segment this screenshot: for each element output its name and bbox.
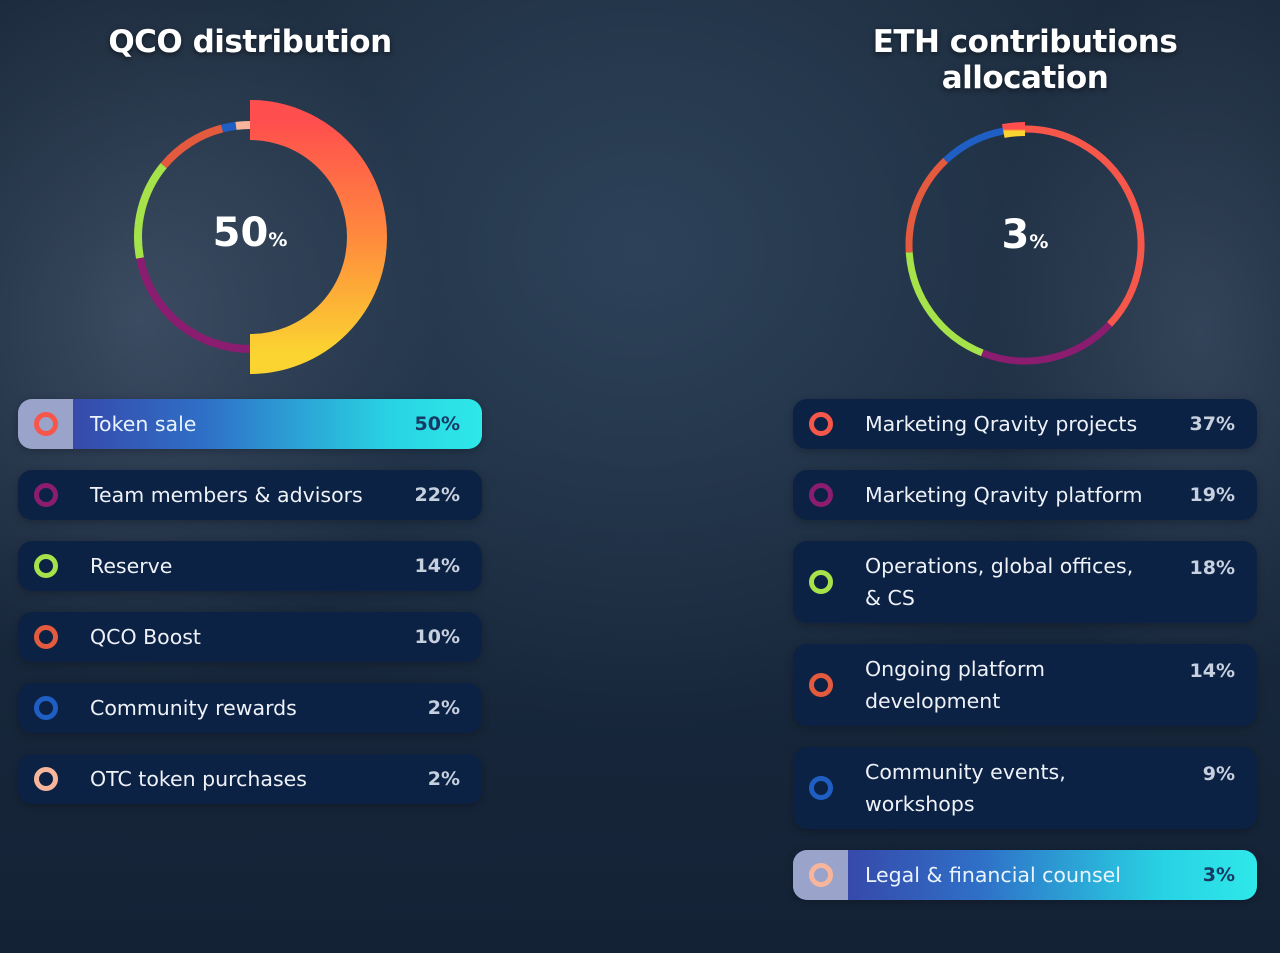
legend-marker <box>793 399 848 449</box>
ring-icon <box>808 483 833 507</box>
legend-value: 10% <box>414 626 460 648</box>
legend-row-operations-global-offices-cs[interactable]: Operations, global offices, & CS 18% <box>793 541 1257 623</box>
center-value-label: 3% <box>793 212 1257 258</box>
legend-value: 2% <box>427 697 460 719</box>
ring-icon <box>33 554 58 578</box>
legend-label: Community events, workshops <box>865 760 1066 816</box>
legend-value: 18% <box>1189 557 1235 579</box>
legend-label: Ongoing platform development <box>865 657 1046 713</box>
ring-icon <box>808 673 833 697</box>
legend-value: 3% <box>1202 864 1235 886</box>
donut-slice-team-members-advisors[interactable] <box>136 257 251 353</box>
legend-row-marketing-qravity-platform[interactable]: Marketing Qravity platform 19% <box>793 470 1257 520</box>
ring-icon <box>33 483 58 507</box>
legend-row-marketing-qravity-projects[interactable]: Marketing Qravity projects 37% <box>793 399 1257 449</box>
legend-label: Reserve <box>90 554 173 578</box>
legend-marker <box>793 470 848 520</box>
legend-marker <box>18 541 73 591</box>
ring-icon <box>808 863 833 887</box>
center-value-label: 50% <box>18 210 482 256</box>
donut-slice-community-events-workshops[interactable] <box>943 127 1004 164</box>
chart-title: ETH contributions allocation <box>872 24 1178 96</box>
qco-legend: Token sale 50% Team members & advisors 22% R… <box>18 399 482 825</box>
legend-marker <box>793 541 848 623</box>
legend-value: 14% <box>1189 660 1235 682</box>
legend-label: Marketing Qravity platform <box>865 483 1143 507</box>
donut-slice-otc-token-purchases[interactable] <box>235 121 251 130</box>
legend-value: 22% <box>414 484 460 506</box>
donut-slice-marketing-qravity-projects[interactable] <box>1024 125 1145 327</box>
legend-label: Community rewards <box>90 696 297 720</box>
donut-slice-legal-financial-counsel[interactable] <box>1001 122 1026 138</box>
legend-label: Team members & advisors <box>90 483 363 507</box>
donut-slice-ongoing-platform-development[interactable] <box>905 157 949 253</box>
legend-row-ongoing-platform-development[interactable]: Ongoing platform development 14% <box>793 644 1257 726</box>
legend-marker <box>793 850 848 900</box>
legend-marker <box>18 612 73 662</box>
ring-icon <box>33 767 58 791</box>
donut-slice-reserve[interactable] <box>134 163 167 259</box>
donut-slice-qco-boost[interactable] <box>160 124 224 169</box>
donut-slice-community-rewards[interactable] <box>221 121 237 133</box>
legend-marker <box>793 644 848 726</box>
ring-icon <box>808 412 833 436</box>
ring-icon <box>33 412 58 436</box>
legend-row-reserve[interactable]: Reserve 14% <box>18 541 482 591</box>
legend-marker <box>18 470 73 520</box>
ring-icon <box>808 776 833 800</box>
legend-row-qco-boost[interactable]: QCO Boost 10% <box>18 612 482 662</box>
legend-value: 19% <box>1189 484 1235 506</box>
legend-row-community-rewards[interactable]: Community rewards 2% <box>18 683 482 733</box>
donut-slice-operations-global-offices-cs[interactable] <box>905 252 984 357</box>
legend-label: Operations, global offices, & CS <box>865 554 1134 610</box>
ring-icon <box>808 570 833 594</box>
chart-title: QCO distribution <box>108 24 392 60</box>
legend-value: 50% <box>414 413 460 435</box>
legend-value: 2% <box>427 768 460 790</box>
ring-icon <box>33 696 58 720</box>
legend-row-otc-token-purchases[interactable]: OTC token purchases 2% <box>18 754 482 804</box>
legend-label: Token sale <box>90 412 197 436</box>
eth-legend: Marketing Qravity projects 37% Marketing Q… <box>793 399 1257 921</box>
donut-slice-token-sale[interactable] <box>249 100 387 374</box>
eth-donut-chart <box>905 122 1145 365</box>
center-unit: % <box>268 229 288 251</box>
legend-label: QCO Boost <box>90 625 201 649</box>
ring-icon <box>33 625 58 649</box>
legend-value: 14% <box>414 555 460 577</box>
legend-row-legal-financial-counsel[interactable]: Legal & financial counsel 3% <box>793 850 1257 900</box>
legend-marker <box>18 399 73 449</box>
donut-slice-marketing-qravity-platform[interactable] <box>981 322 1113 365</box>
legend-marker <box>793 747 848 829</box>
qco-donut-chart <box>134 100 387 374</box>
legend-value: 37% <box>1189 413 1235 435</box>
legend-value: 9% <box>1202 763 1235 785</box>
center-value: 3 <box>1001 212 1030 258</box>
legend-row-community-events-workshops[interactable]: Community events, workshops 9% <box>793 747 1257 829</box>
legend-label: Legal & financial counsel <box>865 863 1121 887</box>
legend-marker <box>18 754 73 804</box>
legend-row-team-members-advisors[interactable]: Team members & advisors 22% <box>18 470 482 520</box>
legend-label: OTC token purchases <box>90 767 307 791</box>
center-unit: % <box>1029 231 1049 253</box>
center-value: 50 <box>212 210 269 256</box>
legend-row-token-sale[interactable]: Token sale 50% <box>18 399 482 449</box>
legend-marker <box>18 683 73 733</box>
legend-label: Marketing Qravity projects <box>865 412 1138 436</box>
